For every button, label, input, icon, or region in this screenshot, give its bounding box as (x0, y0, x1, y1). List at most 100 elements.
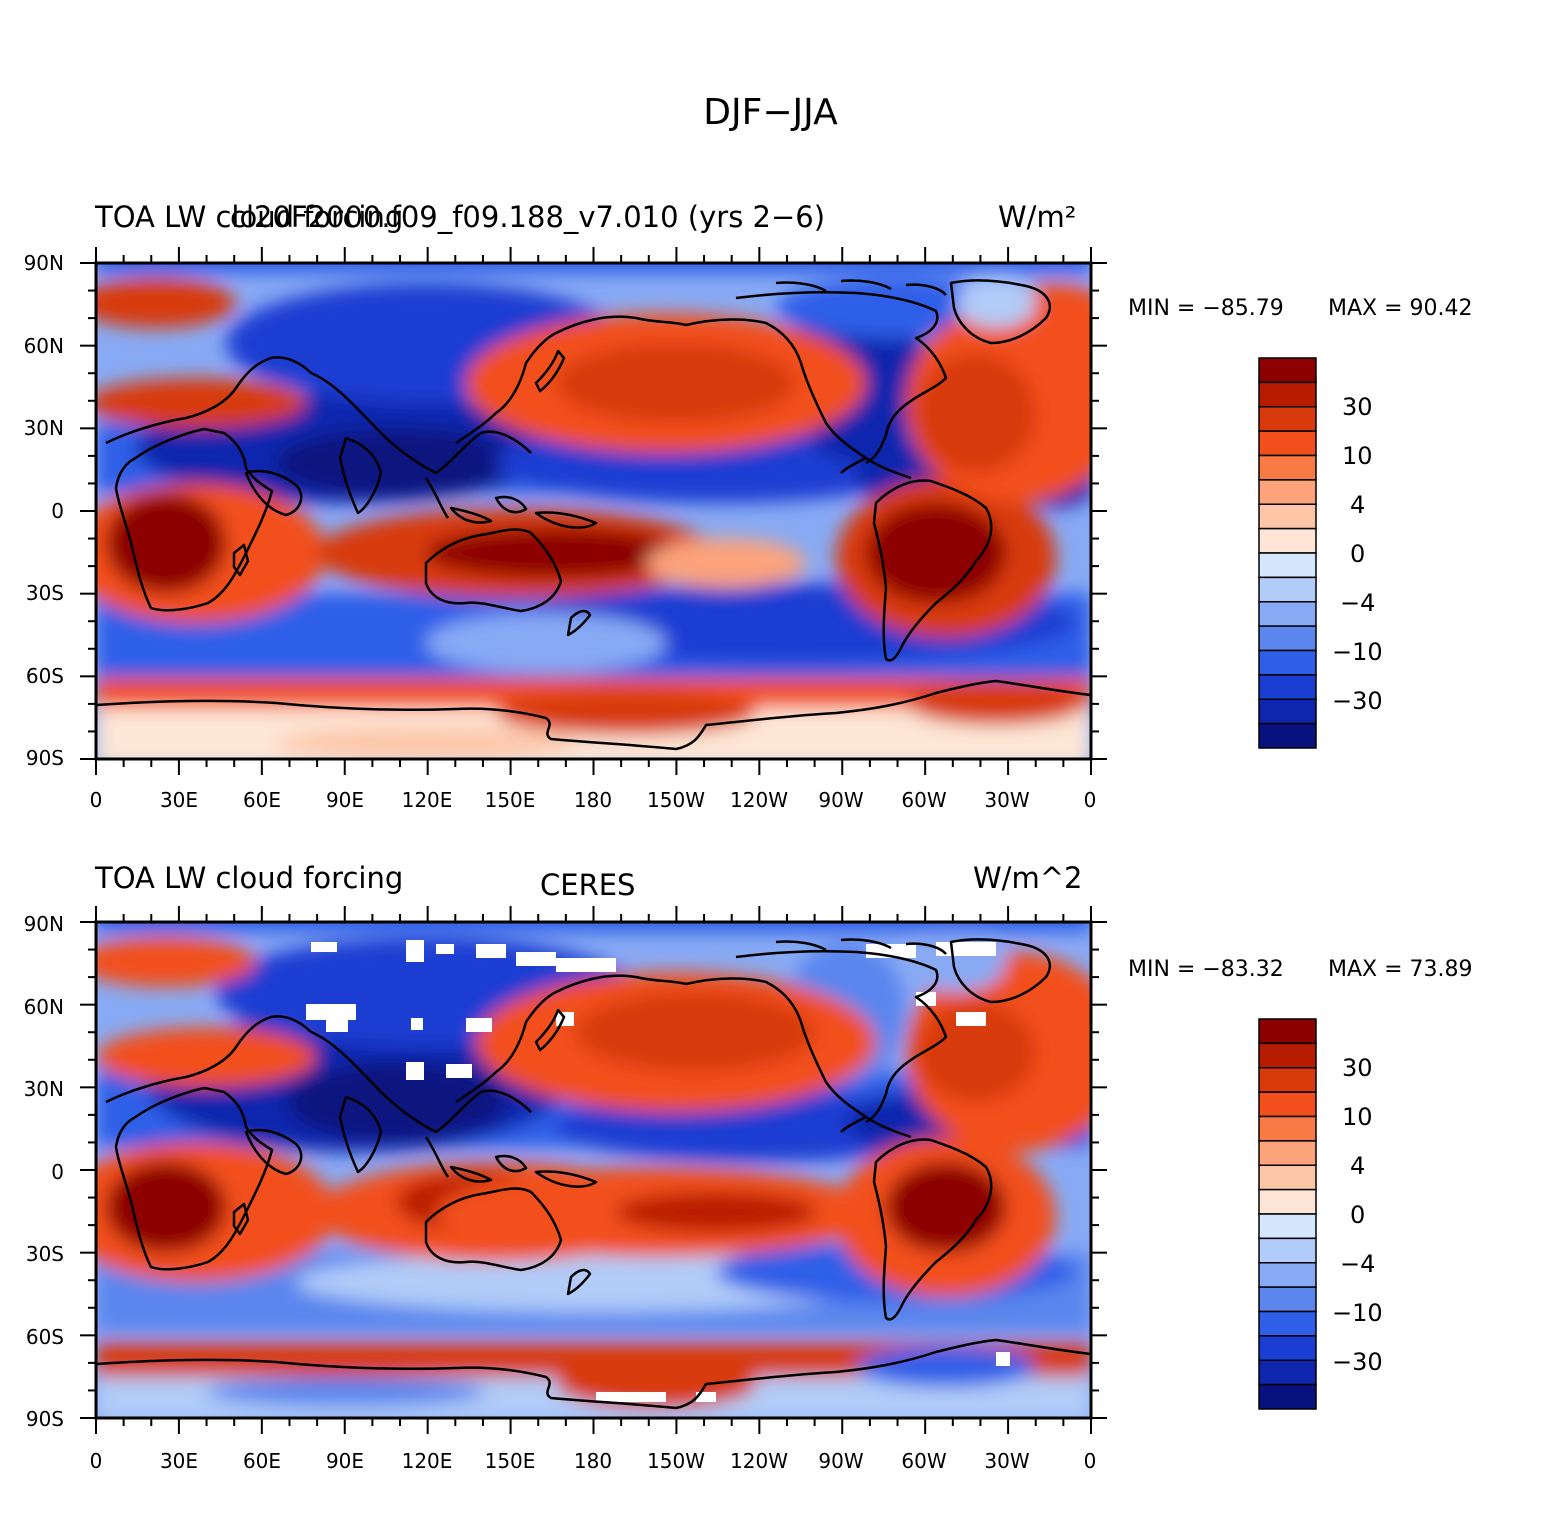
p2-lon-120e: 120E (401, 1449, 453, 1473)
p2-lon-150e: 150E (484, 1449, 536, 1473)
p1-lon-30e: 30E (159, 788, 199, 812)
p1-lat-30s: 30S (25, 581, 64, 605)
p2-lon-180: 180 (573, 1449, 613, 1473)
p2-colorbar-box (1258, 1164, 1317, 1191)
p1-lon-0-end: 0 (1083, 788, 1097, 812)
p1-lon-60w: 60W (901, 788, 947, 812)
p2-cb-label-4: 4 (1350, 1152, 1366, 1180)
p2-colorbar-box (1258, 1262, 1317, 1288)
panel2-min: MIN = −83.32 (1128, 957, 1284, 982)
p2-colorbar-box (1258, 1091, 1317, 1118)
panel2-title-left: TOA LW cloud forcing (95, 861, 404, 895)
p1-lon-180: 180 (573, 788, 613, 812)
p1-colorbar-box (1258, 649, 1317, 676)
panel2-map (96, 902, 1091, 1422)
p2-colorbar-box (1258, 1067, 1317, 1093)
p2-cb-label-m10: −10 (1332, 1299, 1383, 1327)
p2-lon-0-end: 0 (1083, 1449, 1097, 1473)
p2-colorbar-box (1258, 1042, 1317, 1069)
p1-lon-150w: 150W (647, 788, 705, 812)
p2-cb-label-10: 10 (1342, 1103, 1373, 1131)
panel2-title-center: CERES (540, 868, 636, 902)
p2-lat-30n: 30N (23, 1077, 64, 1101)
p2-lon-0: 0 (89, 1449, 103, 1473)
p2-lon-90e: 90E (325, 1449, 365, 1473)
p2-lat-60s: 60S (25, 1325, 64, 1349)
p2-colorbar-box (1258, 1383, 1317, 1410)
p1-lat-60s: 60S (25, 664, 64, 688)
p2-colorbar-box (1258, 1115, 1317, 1142)
p1-lon-60e: 60E (242, 788, 282, 812)
p2-colorbar-box (1258, 1237, 1317, 1264)
p1-lat-60n: 60N (23, 334, 64, 358)
p2-lat-0: 0 (51, 1160, 64, 1184)
p2-lon-150w: 150W (647, 1449, 705, 1473)
p1-colorbar-box (1258, 430, 1317, 457)
p2-lon-60w: 60W (901, 1449, 947, 1473)
p2-colorbar-box (1258, 1018, 1317, 1045)
panel1-title-left: TOA LW cloud forcing (95, 200, 404, 234)
p2-lat-30s: 30S (25, 1242, 64, 1266)
panel1-title-center: cl20F2000.f09_f09.188_v7.010 (yrs 2−6) (230, 200, 826, 234)
p1-colorbar-box (1258, 576, 1317, 603)
p1-lon-30w: 30W (984, 788, 1030, 812)
p1-colorbar-box (1258, 381, 1317, 408)
panel2-units: W/m^2 (973, 861, 1083, 895)
p1-lon-0: 0 (89, 788, 103, 812)
p1-cb-label-0: 0 (1350, 540, 1366, 568)
p1-lon-120e: 120E (401, 788, 453, 812)
p1-lat-90s: 90S (25, 746, 64, 770)
p2-lon-120w: 120W (730, 1449, 788, 1473)
p1-colorbar-box (1258, 722, 1317, 749)
p2-lat-60n: 60N (23, 995, 64, 1019)
p1-cb-label-30: 30 (1342, 393, 1373, 421)
p2-lon-90w: 90W (818, 1449, 864, 1473)
p1-lon-150e: 150E (484, 788, 536, 812)
p2-lon-30e: 30E (159, 1449, 199, 1473)
p1-colorbar-box (1258, 601, 1317, 627)
panel1-map (96, 243, 1091, 768)
p1-colorbar-box (1258, 406, 1317, 432)
p1-colorbar-box (1258, 552, 1317, 579)
p2-cb-label-0: 0 (1350, 1201, 1366, 1229)
p2-cb-label-m4: −4 (1340, 1250, 1376, 1278)
panel1-max: MAX = 90.42 (1328, 296, 1473, 321)
p1-lon-90e: 90E (325, 788, 365, 812)
p1-lat-0: 0 (51, 499, 64, 523)
p1-cb-label-10: 10 (1342, 442, 1373, 470)
p1-colorbar-box (1258, 479, 1317, 505)
p2-colorbar-box (1258, 1359, 1317, 1386)
p2-colorbar-box (1258, 1188, 1317, 1215)
panel2-max: MAX = 73.89 (1328, 957, 1473, 982)
colorbars (1258, 357, 1317, 1410)
p2-colorbar-box (1258, 1310, 1317, 1337)
p1-colorbar-box (1258, 527, 1317, 554)
axis-ticks (80, 247, 1107, 1434)
p2-lon-30w: 30W (984, 1449, 1030, 1473)
p1-lat-90n: 90N (23, 251, 64, 275)
panel1-min: MIN = −85.79 (1128, 296, 1284, 321)
p1-cb-label-m4: −4 (1340, 589, 1376, 617)
panel1-units: W/m² (998, 200, 1077, 234)
p1-cb-label-4: 4 (1350, 491, 1366, 519)
figure-title: DJF−JJA (703, 92, 838, 133)
p1-colorbar-box (1258, 698, 1317, 725)
p1-cb-label-m10: −10 (1332, 638, 1383, 666)
p1-cb-label-m30: −30 (1332, 687, 1383, 715)
p1-colorbar-box (1258, 625, 1317, 652)
p1-lon-90w: 90W (818, 788, 864, 812)
p1-colorbar-box (1258, 454, 1317, 481)
p2-colorbar-box (1258, 1286, 1317, 1313)
p2-colorbar-box (1258, 1140, 1317, 1166)
p1-lat-30n: 30N (23, 416, 64, 440)
p2-lat-90n: 90N (23, 912, 64, 936)
p1-colorbar-box (1258, 674, 1317, 700)
p2-lon-60e: 60E (242, 1449, 282, 1473)
p2-lat-90s: 90S (25, 1407, 64, 1431)
p1-colorbar-box (1258, 503, 1317, 530)
p1-colorbar-box (1258, 357, 1317, 384)
p2-colorbar-box (1258, 1335, 1317, 1361)
p2-cb-label-30: 30 (1342, 1054, 1373, 1082)
p2-colorbar-box (1258, 1213, 1317, 1240)
